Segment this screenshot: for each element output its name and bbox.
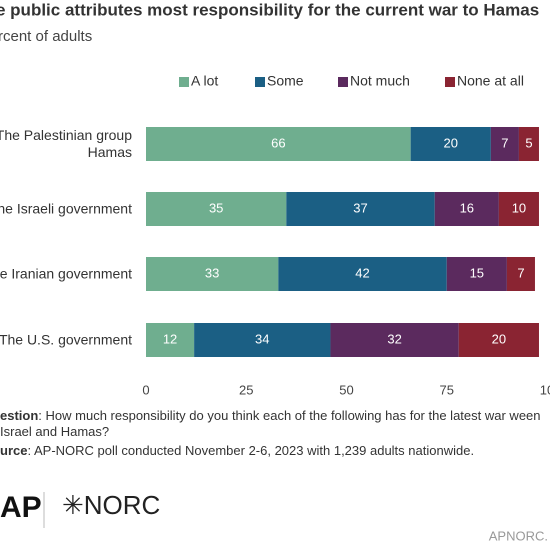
bar-segment [458,323,539,357]
value-label: 16 [460,200,474,215]
value-label: 20 [444,135,458,150]
category-label: he Israeli government [0,200,132,217]
bar-segment [446,257,507,291]
value-label: 32 [387,331,401,346]
chart-title: e public attributes most responsibility … [0,0,539,19]
value-label: 12 [163,331,177,346]
legend-swatch [445,77,455,87]
bar-segment [490,127,519,161]
value-label: 42 [355,265,369,280]
x-tick-label: 0 [142,382,149,397]
bar-segment [286,192,435,226]
bar-segment [146,323,195,357]
chart-subtitle: rcent of adults [0,28,92,45]
bar-segment [330,323,459,357]
x-tick-label: 50 [339,382,353,397]
bar-segment [434,192,499,226]
question-text: : How much responsibility do you think e… [0,408,541,439]
value-label: 20 [492,331,506,346]
bar-segment [410,127,491,161]
category-label: The Palestinian group Hamas [0,127,132,160]
legend-swatch [338,77,348,87]
x-tick-label: 10 [540,382,550,397]
legend-label: Some [267,73,304,89]
logo-ap: AP [0,491,42,524]
value-label: 7 [517,265,524,280]
bar-segment [278,257,447,291]
category-label: The U.S. government [0,331,132,348]
value-label: 10 [512,200,526,215]
legend-swatch [179,77,189,87]
bar-segment [146,127,411,161]
x-tick-label: 25 [239,382,253,397]
value-label: 66 [271,135,285,150]
value-label: 5 [525,135,532,150]
bar-segment [498,192,539,226]
legend-label: Not much [350,73,410,89]
legend-label: None at all [457,73,524,89]
source-text: : AP-NORC poll conducted November 2-6, 2… [27,443,475,458]
category-label: e Iranian government [0,265,132,282]
source-label: urce [0,443,28,458]
question-label: estion [0,408,39,423]
logo-norc: ✳NORC [62,490,160,520]
value-label: 33 [205,265,219,280]
value-label: 7 [501,135,508,150]
value-label: 15 [470,265,484,280]
bar-segment [146,192,287,226]
question-note: estion: How much responsibility do you t… [0,408,550,440]
bar-segment [146,257,279,291]
legend-label: A lot [191,73,218,89]
bar-segment [518,127,539,161]
bar-segment [194,323,331,357]
legend-swatch [255,77,265,87]
value-label: 37 [353,200,367,215]
value-label: 34 [255,331,269,346]
site-label: APNORC. [489,528,548,543]
x-tick-label: 75 [440,382,454,397]
value-label: 35 [209,200,223,215]
source-note: urce: AP-NORC poll conducted November 2-… [0,443,474,459]
bar-segment [506,257,535,291]
